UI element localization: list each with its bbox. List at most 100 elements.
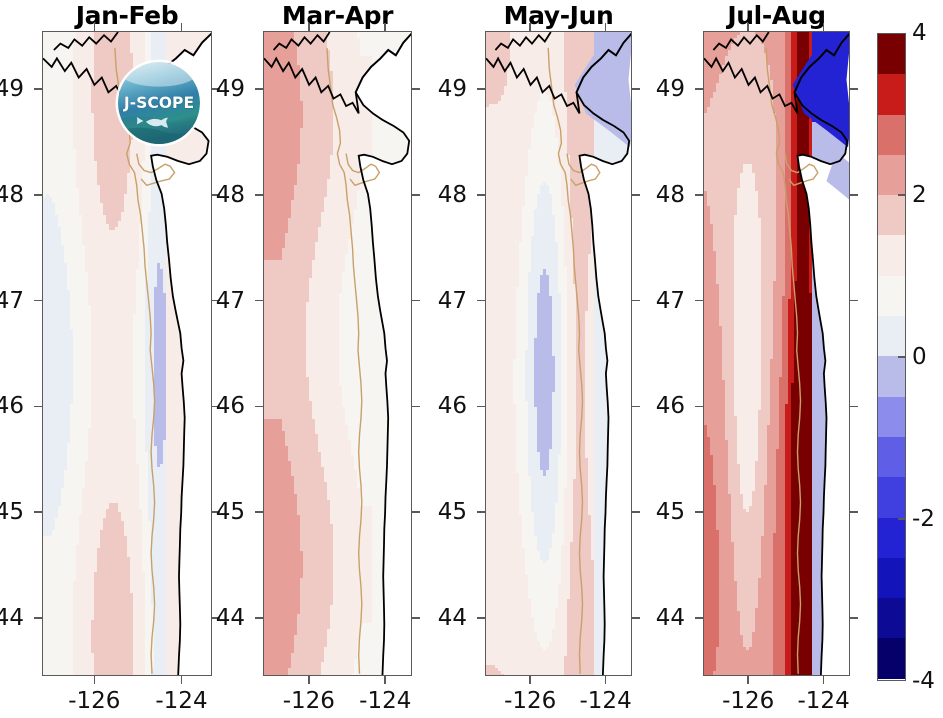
puget-sound-anomaly [826, 157, 849, 200]
y-tick [477, 617, 485, 619]
colorbar-band [878, 114, 905, 155]
y-tick [477, 405, 485, 408]
y-tick [255, 88, 263, 90]
y-tick-right [212, 299, 220, 302]
y-tick [255, 405, 263, 408]
coastline-inlets-2 [712, 32, 770, 51]
y-tick [477, 88, 485, 90]
x-tick [180, 676, 183, 684]
coastline [793, 32, 849, 675]
y-tick [34, 299, 42, 302]
y-tick-right [632, 511, 640, 513]
y-tick [255, 194, 263, 196]
x-tick-top [180, 23, 183, 31]
panel-jan-feb [42, 31, 212, 676]
bathymetry-contour-2 [136, 153, 176, 187]
colorbar-tick-label: 2 [912, 182, 927, 208]
bathymetry-contour-1 [765, 47, 802, 674]
y-axis-label: 47 [215, 287, 245, 314]
y-axis-label: 48 [215, 181, 245, 208]
y-axis-label: 44 [655, 604, 685, 631]
x-axis-label: -126 [282, 688, 335, 714]
x-axis-label: -124 [155, 688, 208, 714]
y-tick [477, 194, 485, 196]
coastline-inlets-2 [494, 32, 552, 51]
bathymetry-contour-2 [566, 153, 601, 187]
colorbar-band [878, 235, 905, 276]
colorbar-band [878, 598, 905, 639]
y-axis-label: 48 [0, 181, 24, 208]
y-axis-label: 49 [655, 76, 685, 103]
y-axis-label: 48 [437, 181, 467, 208]
colorbar-band [878, 436, 905, 478]
panel-may-jun [485, 31, 632, 676]
y-axis-label: 46 [215, 393, 245, 420]
colorbar-tick [898, 518, 906, 520]
colorbar-tick-label: -4 [912, 668, 935, 694]
colorbar-band [878, 517, 905, 558]
x-tick [529, 676, 532, 684]
colorbar-band [878, 356, 905, 397]
colorbar-band [878, 195, 905, 236]
y-tick-right [632, 617, 640, 619]
y-tick [695, 88, 703, 90]
bathymetry-contour-1 [114, 47, 156, 674]
panel-title-jan-feb: Jan-Feb [75, 1, 179, 30]
y-axis-label: 49 [437, 76, 467, 103]
y-tick [695, 511, 703, 513]
y-tick [34, 511, 42, 513]
y-tick-right [850, 194, 858, 196]
y-tick-right [850, 511, 858, 513]
y-tick-right [850, 88, 858, 90]
bathymetry-contour-2 [784, 153, 819, 187]
y-tick-right [412, 511, 420, 513]
y-tick-right [212, 405, 220, 408]
land-mask [794, 34, 849, 675]
y-axis-label: 44 [215, 604, 245, 631]
x-axis-label: -126 [68, 688, 121, 714]
coastline-inlets-2 [53, 32, 119, 51]
y-tick-right [850, 299, 858, 302]
strait-of-georgia-anomaly [574, 32, 631, 148]
bathymetry-contour-1 [547, 47, 584, 674]
colorbar-tick [898, 194, 906, 196]
y-tick-right [212, 617, 220, 619]
y-tick [695, 405, 703, 408]
colorbar-band [878, 154, 905, 196]
colorbar-tick-label: 0 [912, 344, 927, 370]
y-axis-label: 47 [0, 287, 24, 314]
x-tick-top [604, 23, 607, 31]
colorbar-band [878, 316, 905, 357]
land-mask [576, 34, 631, 675]
y-tick [34, 194, 42, 196]
panel-jul-aug [703, 31, 850, 676]
x-tick [93, 676, 96, 684]
x-tick [822, 676, 825, 684]
y-tick-right [212, 511, 220, 513]
panel-title-may-jun: May-Jun [503, 1, 614, 30]
y-axis-label: 45 [215, 499, 245, 526]
y-axis-label: 46 [0, 393, 24, 420]
x-tick-top [308, 23, 310, 31]
panel-mar-apr [263, 31, 412, 676]
y-tick-right [412, 405, 420, 408]
y-tick [34, 617, 42, 619]
y-tick [34, 405, 42, 408]
y-tick [255, 617, 263, 619]
colorbar-tick-label: 4 [912, 20, 927, 46]
y-axis-label: 47 [655, 287, 685, 314]
y-tick-right [412, 88, 420, 90]
y-tick [695, 617, 703, 619]
colorbar-tick [898, 356, 906, 358]
coastline-inlets-1 [264, 32, 411, 114]
coastline-inlets-1 [486, 32, 631, 114]
x-axis-label: -124 [579, 688, 632, 714]
y-tick [477, 299, 485, 302]
colorbar-band [878, 74, 905, 115]
bathymetry-contour-2 [345, 153, 381, 187]
x-tick-top [822, 23, 825, 31]
y-axis-label: 46 [437, 393, 467, 420]
x-tick [747, 676, 750, 684]
y-axis-label: 44 [437, 604, 467, 631]
y-axis-label: 49 [215, 76, 245, 103]
